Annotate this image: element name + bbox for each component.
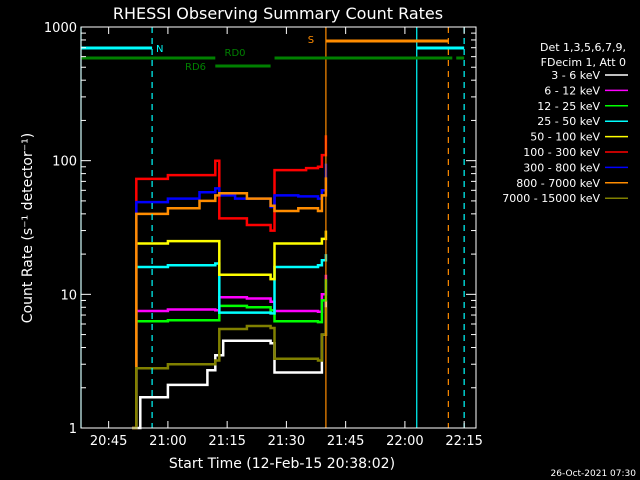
axis-ticks-layer: 20:45 21:00 21:15 21:30 21:45 22:00 22:15 1 10 10… (44, 21, 483, 449)
x-tick-label-2: 21:15 (208, 434, 245, 449)
legend-label-0: 3 - 6 keV (551, 69, 600, 82)
x-tick-label-0: 20:45 (90, 434, 127, 449)
series-line-1 (132, 274, 328, 430)
status-bars-layer: N S RD0 RD6 (81, 35, 465, 73)
status-bar-label-s: S (308, 35, 314, 46)
y-tick-label-1: 10 (60, 288, 77, 303)
status-bar-label-rd6: RD6 (185, 62, 206, 73)
series-line-6 (132, 163, 328, 430)
chart-title: RHESSI Observing Summary Count Rates (113, 4, 443, 23)
x-tick-label-6: 22:15 (445, 434, 482, 449)
status-bar-label-rd0: RD0 (225, 48, 246, 59)
legend-label-8: 7000 - 15000 keV (502, 192, 600, 205)
y-tick-label-3: 1000 (44, 21, 77, 36)
legend-label-4: 50 - 100 keV (530, 131, 600, 144)
legend-label-1: 6 - 12 keV (544, 84, 600, 97)
footer-timestamp: 26-Oct-2021 07:30 (551, 469, 637, 479)
x-tick-label-1: 21:00 (149, 434, 186, 449)
legend-label-2: 12 - 25 keV (537, 100, 600, 113)
legend-label-3: 25 - 50 keV (537, 115, 600, 128)
series-line-2 (132, 279, 328, 430)
y-tick-label-0: 1 (69, 422, 77, 437)
x-tick-label-3: 21:30 (268, 434, 305, 449)
legend-label-6: 300 - 800 keV (523, 161, 600, 174)
series-line-4 (132, 230, 328, 430)
plot-frame (80, 26, 477, 429)
legend-header-line-1: Det 1,3,5,6,7,9, (540, 41, 626, 54)
series-line-8 (132, 307, 328, 430)
legend: 3 - 6 keV 6 - 12 keV 12 - 25 keV 25 - 50 ke… (502, 69, 628, 205)
legend-label-5: 100 - 300 keV (523, 146, 600, 159)
x-tick-label-4: 21:45 (327, 434, 364, 449)
series-layer (132, 135, 328, 430)
series-line-7 (132, 177, 328, 430)
y-axis-label-text: Count Rate (s⁻¹ detector⁻¹) (20, 133, 36, 323)
legend-label-7: 800 - 7000 keV (516, 177, 600, 190)
legend-header-line-2: FDecim 1, Att 0 (541, 56, 626, 69)
y-axis-label: Count Rate (s⁻¹ detector⁻¹) (20, 133, 36, 323)
x-axis-label: Start Time (12-Feb-15 20:38:02) (169, 456, 395, 472)
y-tick-label-2: 100 (52, 155, 77, 170)
x-tick-label-5: 22:00 (386, 434, 423, 449)
status-bar-label-n: N (156, 44, 163, 55)
series-line-3 (132, 254, 328, 430)
series-line-5 (132, 135, 328, 430)
series-line-0 (132, 300, 328, 430)
